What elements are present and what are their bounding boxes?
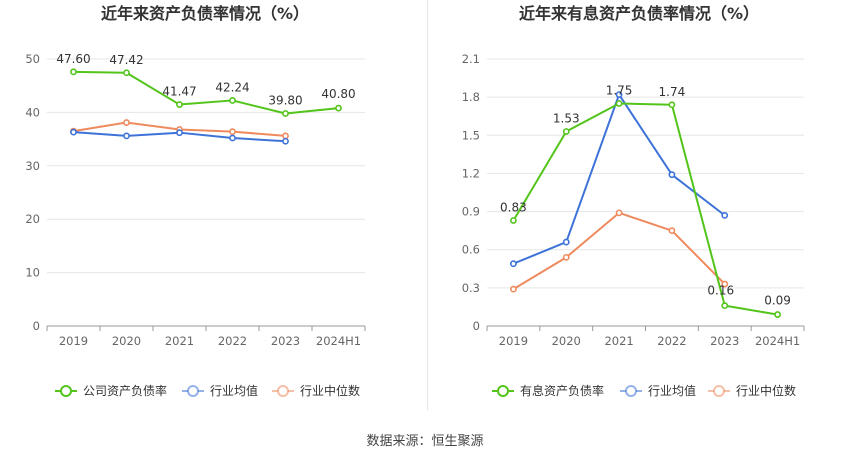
chart-1: 近年来资产负债率情况（%） 0 10 20 30 40 50 2019 2020 2021 2022… [25,4,366,398]
data-point[interactable] [774,311,781,318]
data-point[interactable] [282,110,289,117]
data-point[interactable] [282,132,289,140]
data-label: 40.80 [321,87,355,101]
x-tick-label: 2024H1 [755,334,800,348]
data-point[interactable] [668,171,676,179]
data-point[interactable] [615,91,623,98]
data-label: 1.74 [659,85,686,99]
data-label: 0.16 [707,284,734,298]
legend-item-1[interactable]: 行业均值 [620,383,696,398]
legend-item-1[interactable]: 行业均值 [182,383,258,398]
x-tick-label: 2023 [710,334,739,348]
data-label: 0.83 [500,200,527,214]
data-label: 47.42 [109,53,143,67]
x-tick-label: 2024H1 [316,334,361,348]
y-tick-label: 20 [25,212,40,226]
legend-label: 行业中位数 [736,383,796,398]
data-point[interactable] [123,132,130,140]
data-point[interactable] [721,211,729,219]
data-point[interactable] [510,260,517,268]
data-point[interactable] [229,97,236,104]
data-label: 39.80 [268,93,302,107]
legend-label: 行业均值 [648,383,696,398]
x-tick-label: 2020 [112,334,141,348]
y-tick-label: 0 [33,319,40,333]
data-label: 41.47 [162,85,196,99]
y-tick-label: 1.8 [462,90,480,104]
data-point[interactable] [176,101,183,108]
y-tick-label: 2.1 [462,52,480,66]
data-point[interactable] [615,100,623,107]
y-tick-label: 0 [473,319,480,333]
y-tick-label: 1.2 [462,166,480,180]
chart-title: 近年来有息资产负债率情况（%） [519,4,759,23]
x-tick-label: 2022 [218,334,247,348]
x-tick-label: 2019 [499,334,528,348]
series-line-1 [513,93,726,265]
data-point[interactable] [721,280,729,288]
legend-item-2[interactable]: 行业中位数 [272,383,360,398]
data-point[interactable] [668,101,676,109]
data-source-label: 数据来源：恒生聚源 [366,434,484,449]
x-tick-label: 2020 [552,334,581,348]
y-tick-label: 1.5 [462,128,480,142]
data-point[interactable] [615,209,623,217]
data-point[interactable] [562,128,570,135]
data-point[interactable] [562,253,570,261]
legend-label: 公司资产负债率 [83,383,167,398]
data-point[interactable] [229,134,236,142]
y-tick-label: 40 [25,105,40,119]
legend-item-0[interactable]: 有息资产负债率 [492,383,604,398]
y-tick-label: 10 [25,266,40,280]
data-point[interactable] [282,137,289,145]
chart-2: 近年来有息资产负债率情况（%） 0 0.3 0.6 0.9 1.2 1.5 1.8 2.1 201… [462,4,805,398]
legend-label: 有息资产负债率 [520,383,604,398]
data-point[interactable] [229,128,236,136]
legend-marker [60,385,72,397]
legend-marker [497,385,509,397]
x-tick-label: 2021 [165,334,194,348]
panel-divider [427,0,428,410]
data-point[interactable] [70,68,77,76]
data-point[interactable] [123,69,130,77]
legend-label: 行业中位数 [300,383,360,398]
y-tick-label: 30 [25,159,40,173]
series-line-0 [512,102,778,316]
chart-title: 近年来资产负债率情况（%） [101,4,309,23]
legend-marker [277,385,289,397]
data-point[interactable] [123,119,130,126]
data-label: 42.24 [215,80,249,94]
x-tick-label: 2023 [271,334,300,348]
legend-marker [625,385,637,397]
data-point[interactable] [562,238,570,246]
data-label: 1.53 [553,111,580,125]
y-tick-label: 0.6 [462,243,480,257]
data-point[interactable] [668,227,676,235]
data-label: 1.75 [606,84,633,98]
data-point[interactable] [335,104,342,112]
x-tick-label: 2021 [604,334,633,348]
legend-marker [713,385,725,397]
y-tick-label: 0.3 [462,281,480,295]
legend-marker [187,385,199,397]
data-point[interactable] [176,129,183,137]
data-point[interactable] [721,302,729,310]
legend-label: 行业均值 [210,383,258,398]
x-tick-label: 2022 [657,334,686,348]
series-line-0 [73,70,339,115]
data-point[interactable] [510,217,517,224]
data-point[interactable] [510,285,517,293]
legend-item-0[interactable]: 公司资产负债率 [55,383,167,398]
data-label: 47.60 [56,52,90,66]
legend-item-2[interactable]: 行业中位数 [708,383,796,398]
x-tick-label: 2019 [59,334,88,348]
y-tick-label: 50 [25,52,40,66]
data-point[interactable] [70,128,77,136]
y-tick-label: 0.9 [462,205,480,219]
data-label: 0.09 [764,294,791,308]
